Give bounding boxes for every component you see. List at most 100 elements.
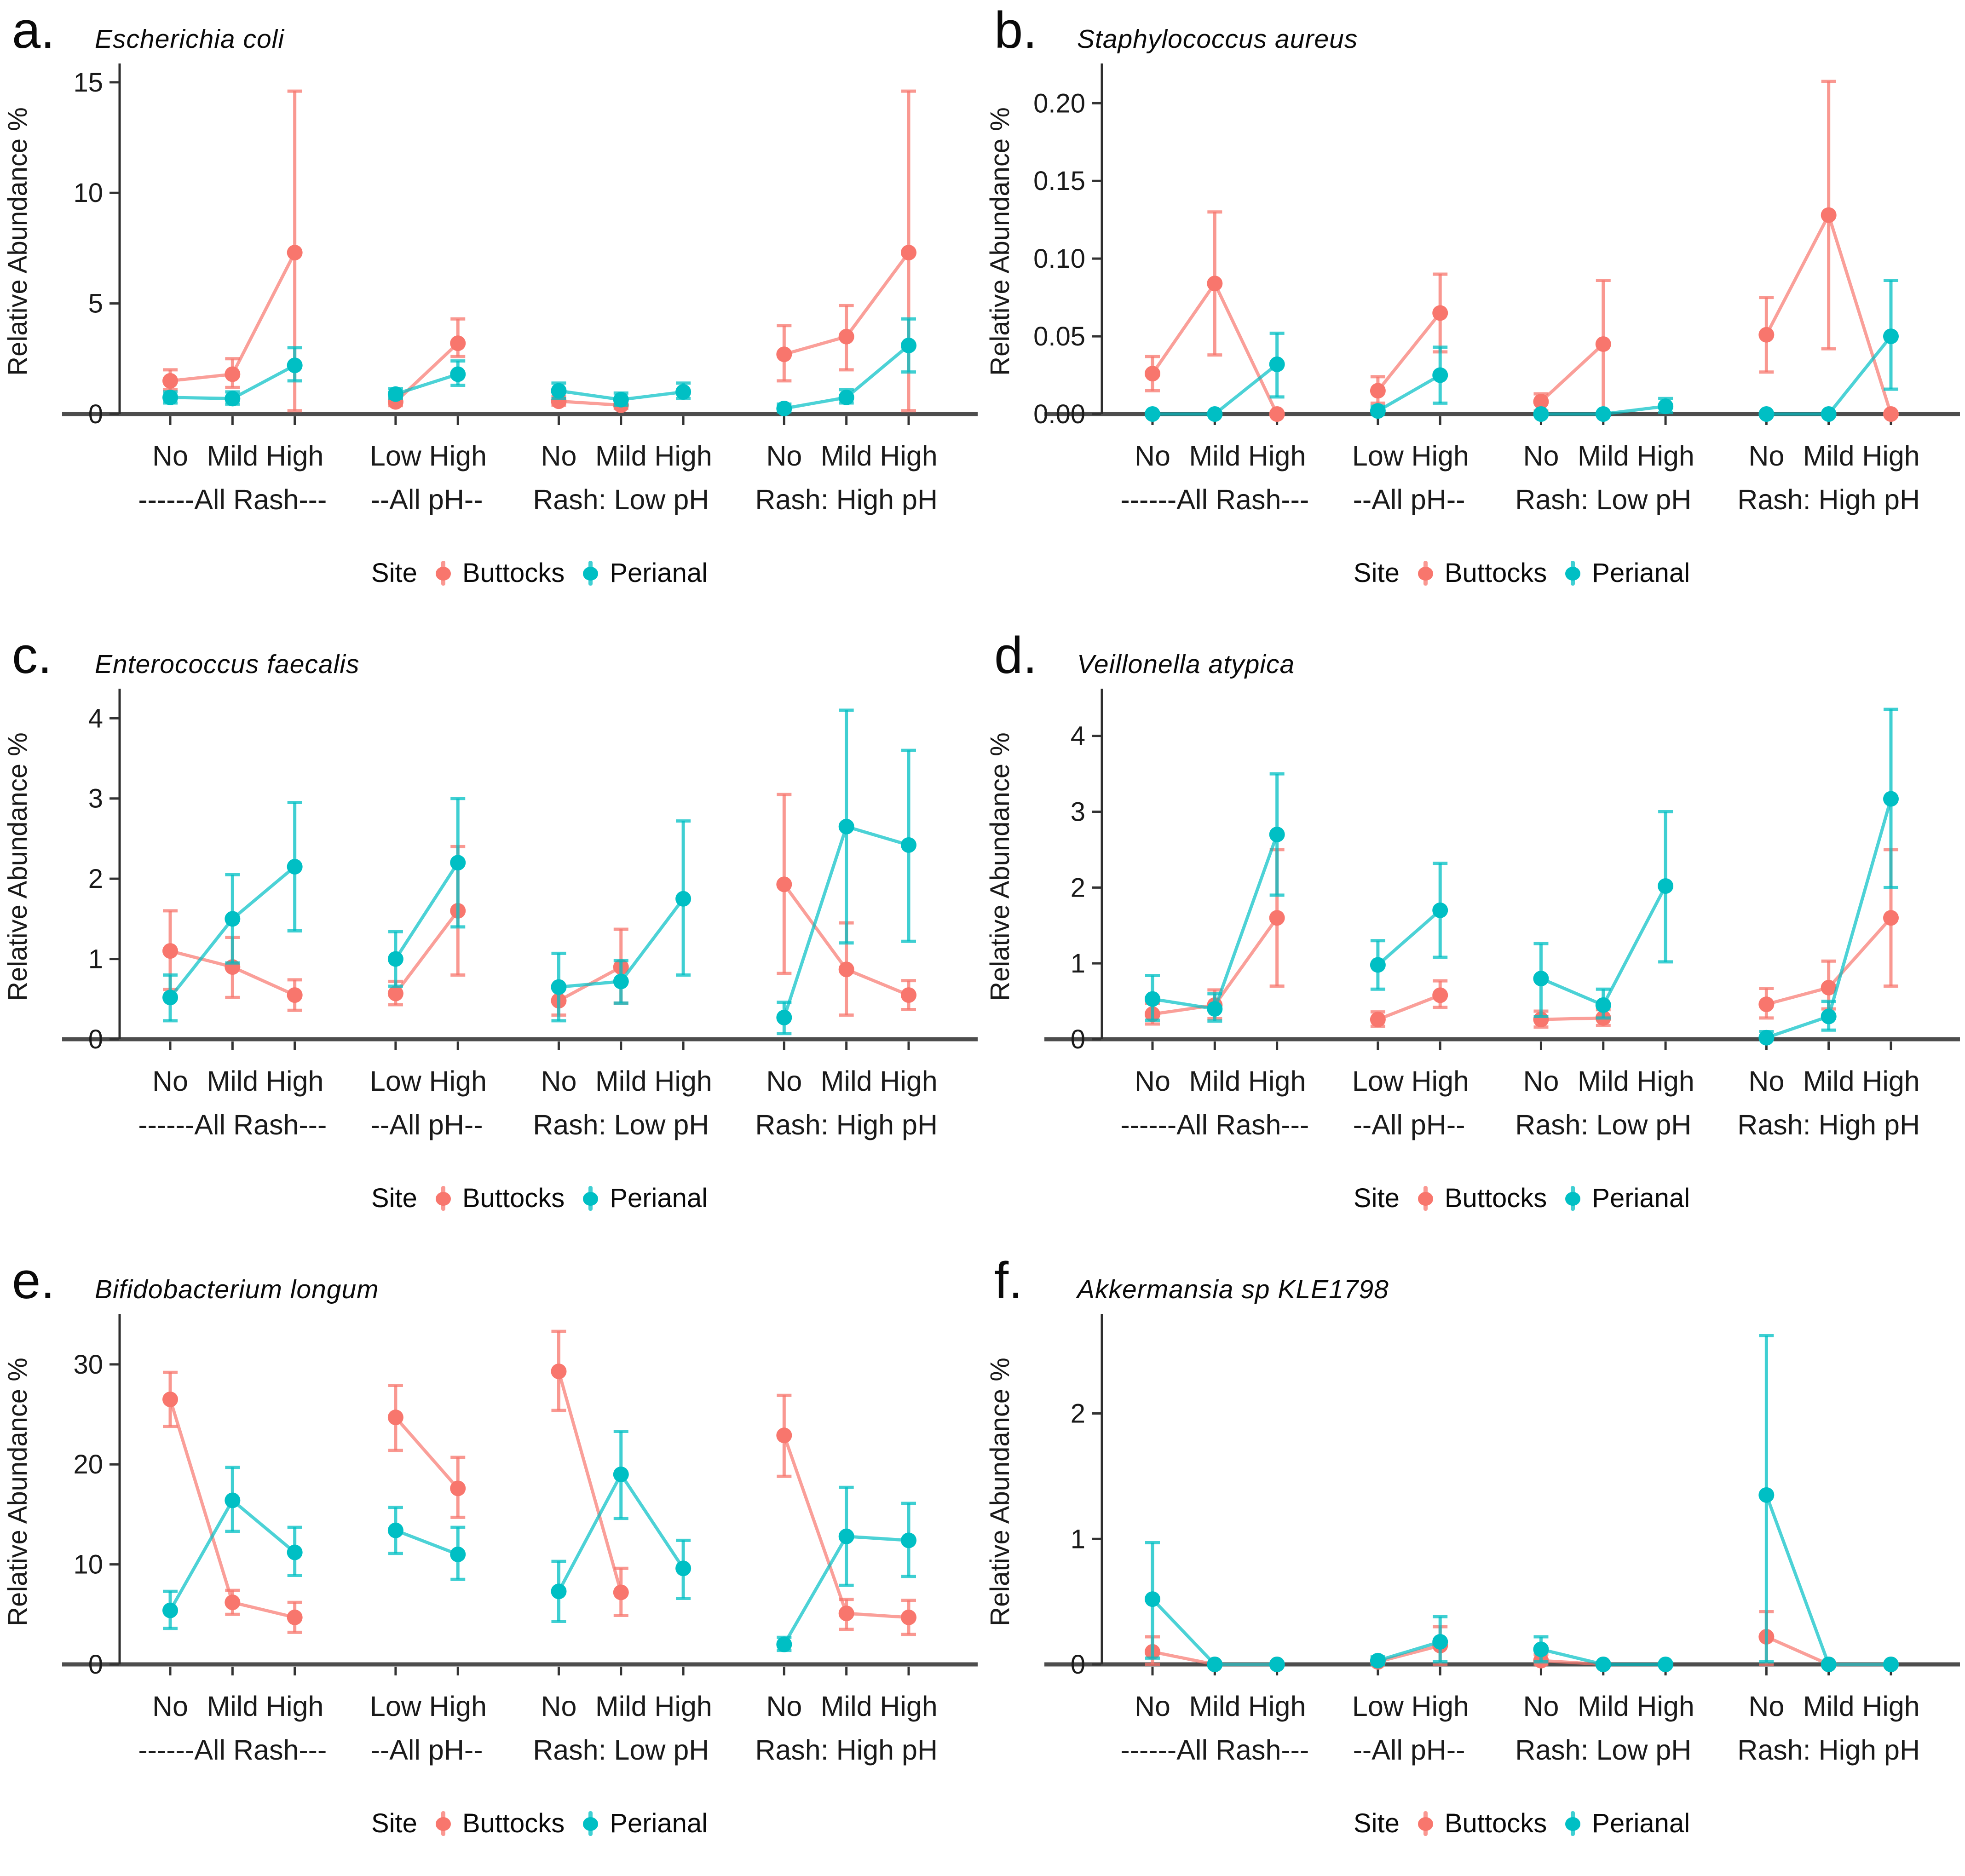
x-tick-label: High <box>429 1065 486 1097</box>
data-point-perianal <box>901 1532 916 1548</box>
data-point-perianal <box>1269 356 1285 372</box>
data-point-perianal <box>675 891 691 907</box>
series-line-buttocks <box>1541 1016 1603 1021</box>
data-point-perianal <box>838 389 854 405</box>
y-tick-label: 1 <box>1071 1524 1085 1554</box>
legend-entry-buttocks: Buttocks <box>435 558 565 588</box>
x-group-label: Rash: Low pH <box>533 1734 709 1766</box>
legend-label-perianal: Perianal <box>1592 558 1690 588</box>
data-point-buttocks <box>1821 979 1837 996</box>
series-line-buttocks <box>1377 994 1441 1021</box>
panel-f: f. Akkermansia sp KLE1798 0 1 2 Relative Ab… <box>982 1250 1965 1876</box>
panel-b: b. Staphylococcus aureus 0.00 0.05 0.10 0.1… <box>982 0 1965 625</box>
data-point-perianal <box>1370 957 1386 973</box>
x-tick-label: Mild <box>207 1065 258 1097</box>
data-point-perianal <box>1370 1652 1386 1669</box>
data-point-perianal <box>1658 878 1674 894</box>
x-tick-label: Mild <box>595 1065 647 1097</box>
y-tick-label: 30 <box>73 1350 103 1380</box>
data-point-buttocks <box>1207 276 1223 292</box>
data-point-perianal <box>1432 902 1448 918</box>
x-tick-label: No <box>541 1065 576 1097</box>
x-tick-label: High <box>1411 1065 1469 1097</box>
x-tick-label: Mild <box>1803 1691 1855 1722</box>
legend-title: Site <box>371 1183 417 1213</box>
data-point-buttocks <box>387 985 403 1001</box>
data-point-buttocks <box>1145 366 1160 382</box>
species-title: Escherichia coli <box>95 24 284 54</box>
x-tick-label: Low <box>1352 440 1404 472</box>
x-tick-label: No <box>766 440 802 472</box>
x-tick-label: High <box>266 440 323 472</box>
data-point-perianal <box>1758 1487 1775 1503</box>
series-line-perianal <box>1152 834 1279 1011</box>
series-line-perianal <box>1377 1640 1441 1663</box>
data-point-perianal <box>776 400 792 416</box>
legend-entry-perianal: Perianal <box>582 1183 708 1214</box>
legend-entry-perianal: Perianal <box>1564 1808 1690 1839</box>
x-group-label: --All pH-- <box>1353 1109 1465 1140</box>
x-tick-label: Low <box>370 1065 422 1097</box>
data-point-buttocks <box>287 1609 303 1625</box>
x-tick-label: No <box>1523 440 1559 472</box>
x-group-label: --All pH-- <box>1353 1734 1465 1766</box>
data-point-perianal <box>1821 1008 1837 1024</box>
legend-label-perianal: Perianal <box>1592 1808 1690 1838</box>
legend-entry-perianal: Perianal <box>582 558 708 588</box>
legend: Site Buttocks Perianal <box>1102 558 1942 588</box>
x-group-label: Rash: Low pH <box>533 1109 709 1140</box>
pointrange-glyph-buttocks-icon <box>1417 559 1434 587</box>
data-point-perianal <box>1595 406 1611 422</box>
x-tick-label: No <box>1135 1691 1170 1722</box>
data-point-perianal <box>225 911 241 927</box>
data-point-perianal <box>387 1522 403 1538</box>
y-tick-label: 0 <box>88 1650 103 1680</box>
panel-letter: e. <box>12 1252 55 1309</box>
y-tick-label: 1 <box>88 944 103 974</box>
x-tick-label: High <box>880 440 937 472</box>
y-tick-label: 10 <box>73 178 103 208</box>
data-point-perianal <box>551 979 567 995</box>
x-tick-label: No <box>541 1691 576 1722</box>
data-point-perianal <box>1145 406 1160 422</box>
x-tick-label: High <box>880 1065 937 1097</box>
data-point-buttocks <box>1595 336 1611 352</box>
legend-entry-buttocks: Buttocks <box>1417 1183 1547 1214</box>
data-point-perianal <box>287 357 303 374</box>
y-tick-label: 10 <box>73 1550 103 1580</box>
x-group-label: ------All Rash--- <box>1120 1734 1309 1766</box>
species-title: Akkermansia sp KLE1798 <box>1077 1275 1389 1304</box>
data-point-buttocks <box>1533 393 1549 409</box>
legend: Site Buttocks Perianal <box>120 1808 959 1839</box>
panel-letter: b. <box>994 1 1037 59</box>
data-point-perianal <box>1207 1001 1223 1017</box>
data-point-buttocks <box>838 328 854 345</box>
panel-letter: a. <box>12 1 55 59</box>
legend-title: Site <box>1353 1183 1400 1213</box>
y-tick-label: 3 <box>88 784 103 814</box>
pointrange-glyph-perianal-icon <box>1564 1185 1581 1212</box>
data-point-buttocks <box>776 1427 792 1444</box>
data-point-perianal <box>838 818 854 834</box>
legend-label-buttocks: Buttocks <box>462 1183 565 1213</box>
data-point-buttocks <box>551 1364 567 1380</box>
data-point-buttocks <box>387 1410 403 1426</box>
y-tick-label: 4 <box>88 703 103 733</box>
panel-letter: c. <box>12 627 52 684</box>
x-tick-label: High <box>1411 1691 1469 1722</box>
data-point-perianal <box>1533 971 1549 987</box>
y-tick-label: 2 <box>88 864 103 894</box>
x-group-label: Rash: High pH <box>1737 1109 1920 1140</box>
legend: Site Buttocks Perianal <box>1102 1808 1942 1839</box>
data-point-perianal <box>1595 1657 1611 1672</box>
data-point-perianal <box>1432 367 1448 383</box>
y-axis-title: Relative Abundance % <box>3 732 33 1001</box>
panel-letter: f. <box>994 1252 1023 1309</box>
series-line-buttocks <box>1540 343 1605 403</box>
series-line-perianal <box>395 1529 459 1556</box>
pointrange-glyph-buttocks-icon <box>435 559 451 587</box>
y-axis-title: Relative Abundance % <box>985 1358 1015 1626</box>
data-point-perianal <box>1658 1657 1674 1672</box>
